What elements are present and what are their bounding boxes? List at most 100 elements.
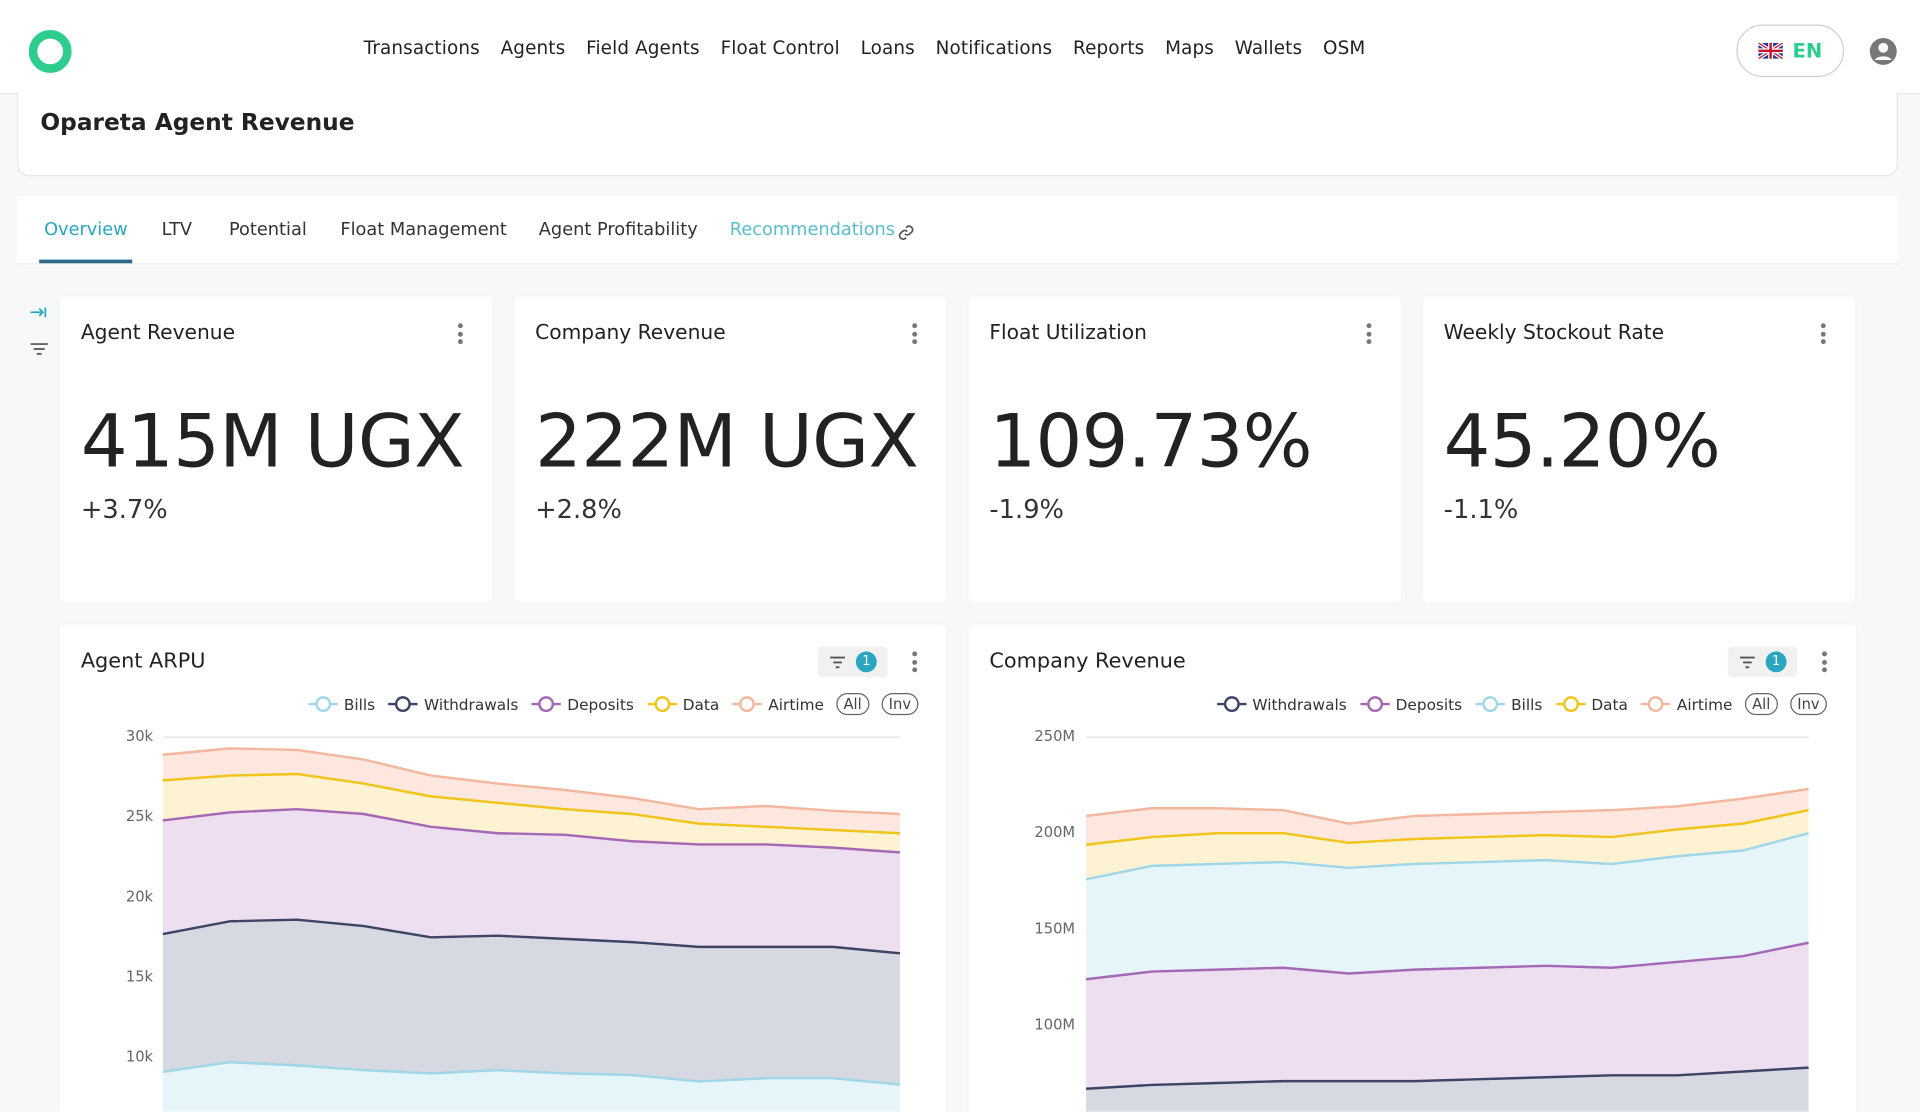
legend-item[interactable]: Deposits — [1359, 695, 1462, 713]
legend-button[interactable]: Inv — [1789, 693, 1827, 716]
y-tick-label: 30k — [126, 728, 154, 745]
nav: Transactions Agents Field Agents Float Cont… — [364, 37, 1366, 59]
menu-button[interactable] — [1820, 323, 1826, 347]
area — [162, 748, 901, 834]
nav-item[interactable]: Loans — [860, 36, 915, 59]
legend-button[interactable]: All — [836, 693, 870, 716]
nav-item[interactable]: OSM — [1323, 36, 1366, 59]
legend-item[interactable]: Bills — [307, 695, 375, 713]
y-tick-label: 200M — [1034, 824, 1075, 841]
legend-label: Airtime — [1676, 694, 1733, 714]
language-button[interactable]: EN — [1736, 24, 1845, 78]
legend-icon — [531, 696, 562, 713]
side-tools[interactable] — [27, 301, 51, 362]
menu-button[interactable] — [1366, 323, 1372, 347]
tab[interactable]: Potential — [228, 220, 307, 241]
legend-item[interactable]: Airtime — [732, 695, 824, 713]
nav-item[interactable]: Wallets — [1234, 36, 1303, 59]
menu-button[interactable] — [912, 323, 918, 347]
area-line — [1085, 832, 1809, 881]
kpi-title: Company Revenue — [535, 320, 726, 345]
legend-label: Bills — [1511, 694, 1543, 714]
area — [1086, 942, 1809, 1089]
logo[interactable] — [27, 28, 74, 75]
menu-button[interactable] — [457, 323, 463, 347]
kpi-value: 109.73% — [989, 399, 1312, 485]
chart-title: Agent ARPU — [80, 648, 206, 674]
nav-item[interactable]: Reports — [1073, 36, 1145, 59]
area — [1086, 1067, 1809, 1112]
area-line — [162, 1060, 901, 1086]
menu-button[interactable] — [912, 651, 918, 675]
legend-item[interactable]: Deposits — [531, 695, 634, 713]
legend-label: Deposits — [567, 694, 634, 714]
area-line — [162, 747, 901, 816]
area — [1086, 833, 1809, 980]
y-tick-label: 15k — [126, 968, 154, 985]
title-card: Opareta Agent Revenue — [17, 93, 1898, 177]
y-tick-label: 25k — [126, 808, 154, 825]
nav-item[interactable]: Float Control — [720, 36, 840, 59]
kpi-change: -1.1% — [1443, 494, 1519, 525]
kpi-card: Company Revenue 222M UGX +2.8% — [514, 296, 947, 603]
area — [162, 1062, 901, 1112]
filter-button[interactable]: 1 — [1727, 646, 1798, 678]
kpi-title: Float Utilization — [989, 320, 1147, 345]
tab[interactable]: Agent Profitability — [538, 220, 698, 241]
legend-icon — [732, 696, 763, 713]
y-tick-label: 10k — [126, 1048, 154, 1065]
legend-icon — [1216, 696, 1247, 713]
legend-button[interactable]: Inv — [881, 693, 919, 716]
nav-item[interactable]: Maps — [1165, 36, 1214, 59]
link-icon — [898, 223, 915, 240]
legend-label: Data — [1591, 694, 1628, 714]
area-line — [162, 918, 901, 955]
legend-icon — [388, 696, 418, 713]
legend: Bills Withdrawals Deposits Data Airtime All In… — [307, 693, 919, 716]
tab[interactable]: Recommendations — [729, 220, 896, 241]
filter-badge: 1 — [855, 651, 877, 673]
kpi-change: +3.7% — [80, 494, 168, 525]
kpi-card: Agent Revenue 415M UGX +3.7% — [60, 296, 493, 603]
legend-item[interactable]: Airtime — [1640, 695, 1732, 713]
tab[interactable]: LTV — [161, 220, 193, 241]
legend-icon — [1360, 696, 1390, 713]
legend-button[interactable]: All — [1744, 693, 1778, 716]
nav-item[interactable]: Notifications — [935, 36, 1053, 59]
filter-button[interactable]: 1 — [817, 646, 888, 678]
kpi-title: Agent Revenue — [80, 320, 236, 345]
legend: Withdrawals Deposits Bills Data Airtime All In… — [1216, 693, 1827, 716]
chart-title: Company Revenue — [989, 648, 1186, 674]
tab[interactable]: Float Management — [340, 220, 507, 241]
legend-item[interactable]: Bills — [1474, 695, 1542, 713]
legend-icon — [1475, 696, 1505, 713]
tab[interactable]: Overview — [44, 220, 128, 241]
kpi-change: -1.9% — [989, 494, 1065, 525]
user-icon[interactable] — [1869, 37, 1898, 66]
area — [162, 773, 901, 853]
y-tick-label: 20k — [126, 888, 154, 905]
legend-icon — [1641, 696, 1671, 713]
kpi-card: Float Utilization 109.73% -1.9% — [968, 296, 1401, 603]
kpi-change: +2.8% — [535, 494, 622, 525]
top-bar: Transactions Agents Field Agents Float Cont… — [0, 0, 1920, 95]
menu-button[interactable] — [1822, 651, 1827, 675]
legend-item[interactable]: Data — [646, 695, 719, 713]
legend-item[interactable]: Withdrawals — [387, 695, 518, 713]
y-tick-label: 150M — [1034, 920, 1075, 937]
nav-item[interactable]: Transactions — [363, 36, 480, 59]
legend-label: Deposits — [1395, 694, 1463, 714]
tabs: Overview LTV Potential Float Management Agen… — [17, 195, 1898, 265]
nav-item[interactable]: Field Agents — [586, 36, 700, 59]
tab-underline — [39, 259, 133, 264]
legend-item[interactable]: Data — [1555, 695, 1628, 713]
language-label: EN — [1792, 39, 1823, 63]
kpi-title: Weekly Stockout Rate — [1443, 320, 1665, 345]
legend-item[interactable]: Withdrawals — [1216, 695, 1347, 713]
legend-label: Bills — [343, 694, 376, 714]
nav-item[interactable]: Agents — [500, 36, 566, 59]
area-line — [1085, 808, 1809, 846]
area-line — [1086, 1066, 1809, 1091]
